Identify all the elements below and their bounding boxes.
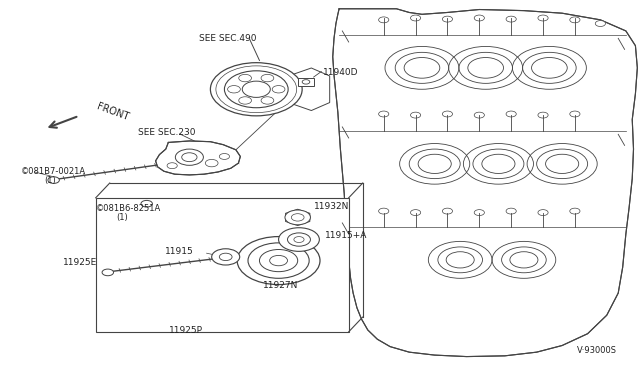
- Circle shape: [216, 66, 297, 113]
- Circle shape: [167, 163, 177, 169]
- Polygon shape: [333, 9, 637, 357]
- Circle shape: [538, 112, 548, 118]
- Bar: [96, 198, 349, 332]
- Circle shape: [228, 86, 241, 93]
- Circle shape: [182, 153, 197, 161]
- Text: SEE SEC.490: SEE SEC.490: [199, 34, 257, 43]
- Polygon shape: [289, 68, 330, 110]
- Circle shape: [379, 17, 389, 23]
- Circle shape: [285, 210, 310, 225]
- Circle shape: [570, 208, 580, 214]
- Polygon shape: [156, 141, 241, 175]
- Circle shape: [506, 16, 516, 22]
- Circle shape: [442, 16, 452, 22]
- Circle shape: [243, 81, 270, 97]
- Circle shape: [205, 160, 218, 167]
- Circle shape: [538, 15, 548, 21]
- Circle shape: [261, 97, 274, 104]
- Circle shape: [237, 237, 320, 285]
- Circle shape: [379, 208, 389, 214]
- Circle shape: [442, 111, 452, 117]
- Circle shape: [220, 253, 232, 260]
- Polygon shape: [298, 78, 314, 86]
- Text: 11915: 11915: [165, 247, 194, 256]
- Circle shape: [239, 97, 252, 104]
- Circle shape: [287, 233, 310, 246]
- Circle shape: [175, 149, 204, 165]
- Circle shape: [474, 112, 484, 118]
- Polygon shape: [285, 209, 310, 225]
- Circle shape: [474, 15, 484, 21]
- Text: 11940D: 11940D: [323, 68, 358, 77]
- Text: (1): (1): [45, 176, 56, 185]
- Circle shape: [474, 210, 484, 215]
- Text: ©081B6-8251A: ©081B6-8251A: [96, 204, 161, 214]
- Circle shape: [220, 154, 230, 160]
- Text: (1): (1): [116, 213, 128, 222]
- Circle shape: [570, 17, 580, 23]
- Circle shape: [141, 201, 152, 207]
- Circle shape: [211, 62, 302, 116]
- Circle shape: [261, 74, 274, 82]
- Circle shape: [538, 210, 548, 215]
- Text: V·93000S: V·93000S: [577, 346, 617, 355]
- Circle shape: [272, 86, 285, 93]
- Circle shape: [379, 111, 389, 117]
- Text: 11932N: 11932N: [314, 202, 349, 211]
- Circle shape: [442, 208, 452, 214]
- Circle shape: [239, 74, 252, 82]
- Circle shape: [294, 237, 304, 243]
- Text: 11925E: 11925E: [63, 258, 97, 267]
- Circle shape: [225, 71, 288, 108]
- Text: 11925P: 11925P: [169, 326, 203, 335]
- Circle shape: [269, 256, 287, 266]
- Text: SEE SEC.230: SEE SEC.230: [138, 128, 196, 137]
- Circle shape: [506, 111, 516, 117]
- Text: ©081B7-0021A: ©081B7-0021A: [20, 167, 86, 176]
- Circle shape: [102, 269, 113, 276]
- Circle shape: [302, 80, 310, 84]
- Circle shape: [410, 112, 420, 118]
- Circle shape: [248, 243, 309, 278]
- Text: FRONT: FRONT: [96, 102, 131, 122]
- Circle shape: [278, 228, 319, 251]
- Circle shape: [212, 249, 240, 265]
- Circle shape: [259, 250, 298, 272]
- Circle shape: [506, 208, 516, 214]
- Text: 11927N: 11927N: [262, 281, 298, 290]
- Circle shape: [291, 214, 304, 221]
- Circle shape: [595, 20, 605, 26]
- Circle shape: [48, 177, 60, 183]
- Circle shape: [410, 15, 420, 21]
- Text: 11915+A: 11915+A: [324, 231, 367, 240]
- Circle shape: [410, 210, 420, 215]
- Circle shape: [570, 111, 580, 117]
